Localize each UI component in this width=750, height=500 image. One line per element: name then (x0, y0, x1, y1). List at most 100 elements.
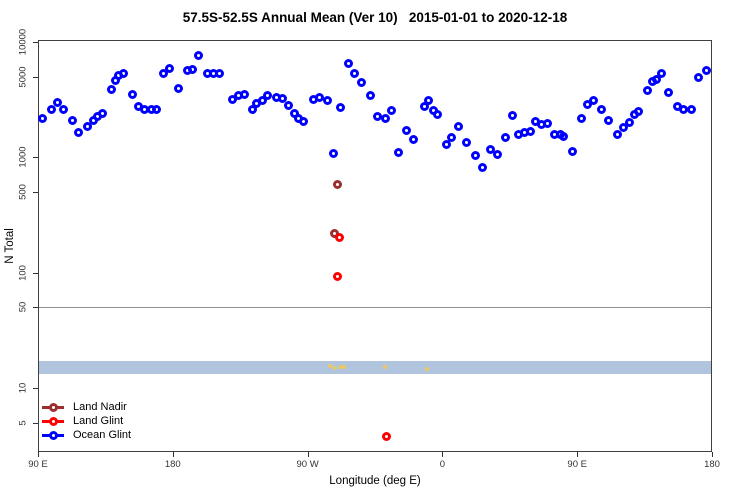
data-point-ocean-glint (298, 116, 308, 126)
data-point-ocean-glint (409, 134, 419, 144)
data-point-land-glint (382, 431, 392, 441)
data-point-ocean-glint (58, 104, 68, 114)
data-point-ocean-glint (442, 140, 452, 150)
data-point-ocean-glint (652, 75, 662, 85)
reference-line-50 (39, 307, 711, 309)
data-point-ocean-glint (401, 126, 411, 136)
data-point-ocean-glint (336, 103, 346, 113)
data-point-ocean-glint (461, 138, 471, 148)
data-point-land-glint (333, 271, 343, 281)
x-tick-label: 90 E (28, 459, 48, 470)
data-point-unlabeled-yellow-marks (383, 365, 388, 370)
data-point-ocean-glint (634, 107, 644, 117)
y-tick-mark (33, 76, 38, 78)
land-glint-marker-icon (42, 416, 64, 426)
data-point-ocean-glint (46, 104, 56, 114)
y-tick-mark (33, 307, 38, 309)
data-point-ocean-glint (174, 84, 184, 94)
chart-title: 57.5S-52.5S Annual Mean (Ver 10) 2015-01… (182, 10, 568, 25)
y-tick-mark (33, 272, 38, 274)
data-point-ocean-glint (493, 150, 503, 160)
x-axis-title: Longitude (deg E) (329, 475, 421, 487)
x-tick-label: 180 (164, 459, 181, 470)
data-point-land-nadir (333, 180, 343, 190)
data-point-ocean-glint (664, 88, 674, 98)
data-point-ocean-glint (526, 127, 536, 137)
data-point-ocean-glint (542, 119, 552, 129)
data-point-ocean-glint (619, 123, 629, 133)
data-point-ocean-glint (73, 128, 83, 138)
data-point-ocean-glint (165, 64, 175, 74)
data-point-ocean-glint (568, 146, 578, 156)
y-tick-label: 5000 (17, 66, 29, 88)
data-point-ocean-glint (277, 94, 287, 104)
x-tick-label: 90 E (567, 459, 587, 470)
data-point-ocean-glint (262, 91, 272, 101)
data-point-land-glint (334, 233, 344, 243)
data-point-ocean-glint (701, 66, 711, 76)
data-point-ocean-glint (193, 50, 203, 60)
data-point-unlabeled-yellow-marks (338, 364, 343, 369)
data-point-ocean-glint (625, 118, 635, 128)
data-point-ocean-glint (478, 163, 488, 173)
data-point-ocean-glint (604, 115, 614, 125)
data-point-unlabeled-yellow-marks (341, 365, 346, 370)
data-point-ocean-glint (424, 96, 434, 106)
legend-item-land-glint: Land Glint (42, 414, 131, 428)
data-point-ocean-glint (258, 96, 268, 106)
y-tick-label: 1000 (17, 146, 29, 168)
legend-label-land-nadir: Land Nadir (73, 401, 127, 413)
data-point-ocean-glint (596, 105, 606, 115)
data-point-ocean-glint (118, 69, 128, 79)
x-tick-mark (172, 452, 174, 457)
x-tick-mark (712, 452, 713, 457)
x-tick-label: 90 W (296, 459, 319, 470)
data-point-ocean-glint (394, 147, 404, 157)
data-point-ocean-glint (446, 133, 456, 143)
land-nadir-marker-icon (42, 402, 64, 412)
y-tick-mark (33, 191, 38, 193)
data-point-ocean-glint (214, 69, 224, 79)
data-point-ocean-glint (82, 122, 92, 132)
y-tick-label: 50 (17, 301, 29, 313)
y-tick-mark (33, 387, 38, 389)
x-tick-label: 0 (439, 459, 446, 470)
data-point-ocean-glint (357, 78, 367, 88)
data-point-ocean-glint (349, 69, 359, 79)
data-point-ocean-glint (151, 104, 161, 114)
highlight-band (39, 360, 711, 374)
data-point-ocean-glint (283, 101, 293, 111)
data-point-ocean-glint (328, 149, 338, 159)
data-point-unlabeled-yellow-marks (425, 366, 430, 371)
legend: Land Nadir Land Glint Ocean Glint (42, 400, 131, 442)
data-point-ocean-glint (433, 110, 443, 120)
data-point-ocean-glint (343, 59, 353, 69)
data-point-ocean-glint (187, 65, 197, 75)
data-point-ocean-glint (577, 114, 587, 124)
data-point-ocean-glint (240, 90, 250, 100)
data-point-ocean-glint (159, 69, 169, 79)
ocean-glint-marker-icon (42, 430, 64, 440)
y-tick-mark (33, 41, 38, 43)
data-point-ocean-glint (97, 108, 107, 118)
data-point-ocean-glint (686, 104, 696, 114)
data-point-ocean-glint (67, 115, 77, 125)
y-tick-mark (33, 157, 38, 159)
data-point-ocean-glint (322, 96, 332, 106)
data-point-ocean-glint (656, 69, 666, 79)
data-point-ocean-glint (583, 100, 593, 110)
data-point-ocean-glint (500, 133, 510, 143)
y-tick-label: 10000 (17, 28, 29, 56)
data-point-ocean-glint (127, 90, 137, 100)
data-point-ocean-glint (386, 106, 396, 116)
y-tick-label: 10 (17, 382, 29, 394)
legend-label-ocean-glint: Ocean Glint (73, 429, 132, 441)
x-tick-mark (577, 452, 579, 457)
x-tick-mark (38, 452, 39, 457)
legend-item-land-nadir: Land Nadir (42, 400, 131, 414)
x-tick-mark (442, 452, 444, 457)
data-point-ocean-glint (228, 95, 238, 105)
x-tick-mark (307, 452, 309, 457)
data-point-ocean-glint (106, 85, 116, 95)
